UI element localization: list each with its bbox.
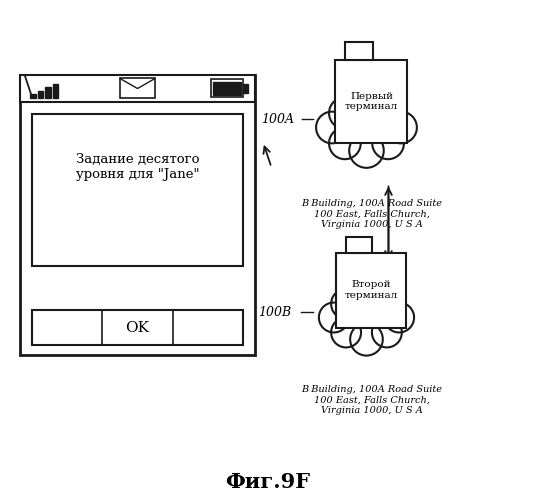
Bar xyxy=(30,94,35,98)
Bar xyxy=(335,60,408,142)
Bar xyxy=(45,87,50,98)
Circle shape xyxy=(349,134,384,168)
Bar xyxy=(243,84,248,93)
Circle shape xyxy=(372,128,404,159)
Bar xyxy=(20,75,255,102)
Bar xyxy=(20,75,255,355)
Circle shape xyxy=(372,318,402,348)
Bar xyxy=(347,236,372,252)
Circle shape xyxy=(331,289,361,319)
Bar xyxy=(37,90,43,98)
Text: 100A: 100A xyxy=(262,113,294,126)
Circle shape xyxy=(329,128,361,159)
Text: OK: OK xyxy=(126,320,149,334)
Circle shape xyxy=(346,84,387,124)
Circle shape xyxy=(329,98,361,129)
Circle shape xyxy=(372,289,402,319)
Circle shape xyxy=(385,112,417,144)
Text: Первый
терминал: Первый терминал xyxy=(345,92,398,111)
Text: B Building, 100A Road Suite
100 East, Falls Church,
Virginia 1000, U S A: B Building, 100A Road Suite 100 East, Fa… xyxy=(301,200,442,230)
Circle shape xyxy=(384,302,414,332)
Text: Задание десятого
уровня для "Jane": Задание десятого уровня для "Jane" xyxy=(76,153,199,181)
Bar xyxy=(337,252,407,328)
Bar xyxy=(120,78,155,98)
Circle shape xyxy=(331,318,361,348)
Text: B Building, 100A Road Suite
100 East, Falls Church,
Virginia 1000, U S A: B Building, 100A Road Suite 100 East, Fa… xyxy=(301,386,442,416)
Bar xyxy=(32,310,243,345)
Circle shape xyxy=(316,112,348,144)
Bar xyxy=(52,84,58,98)
Circle shape xyxy=(347,276,386,315)
Text: Фиг.9F: Фиг.9F xyxy=(225,472,310,492)
Text: 100B: 100B xyxy=(258,306,292,319)
Text: Второй
терминал: Второй терминал xyxy=(345,280,398,299)
Circle shape xyxy=(350,323,383,356)
Bar xyxy=(211,80,243,98)
Bar xyxy=(346,42,373,60)
Circle shape xyxy=(372,98,404,129)
Circle shape xyxy=(319,302,349,332)
Bar xyxy=(213,82,241,95)
Bar xyxy=(32,114,243,266)
